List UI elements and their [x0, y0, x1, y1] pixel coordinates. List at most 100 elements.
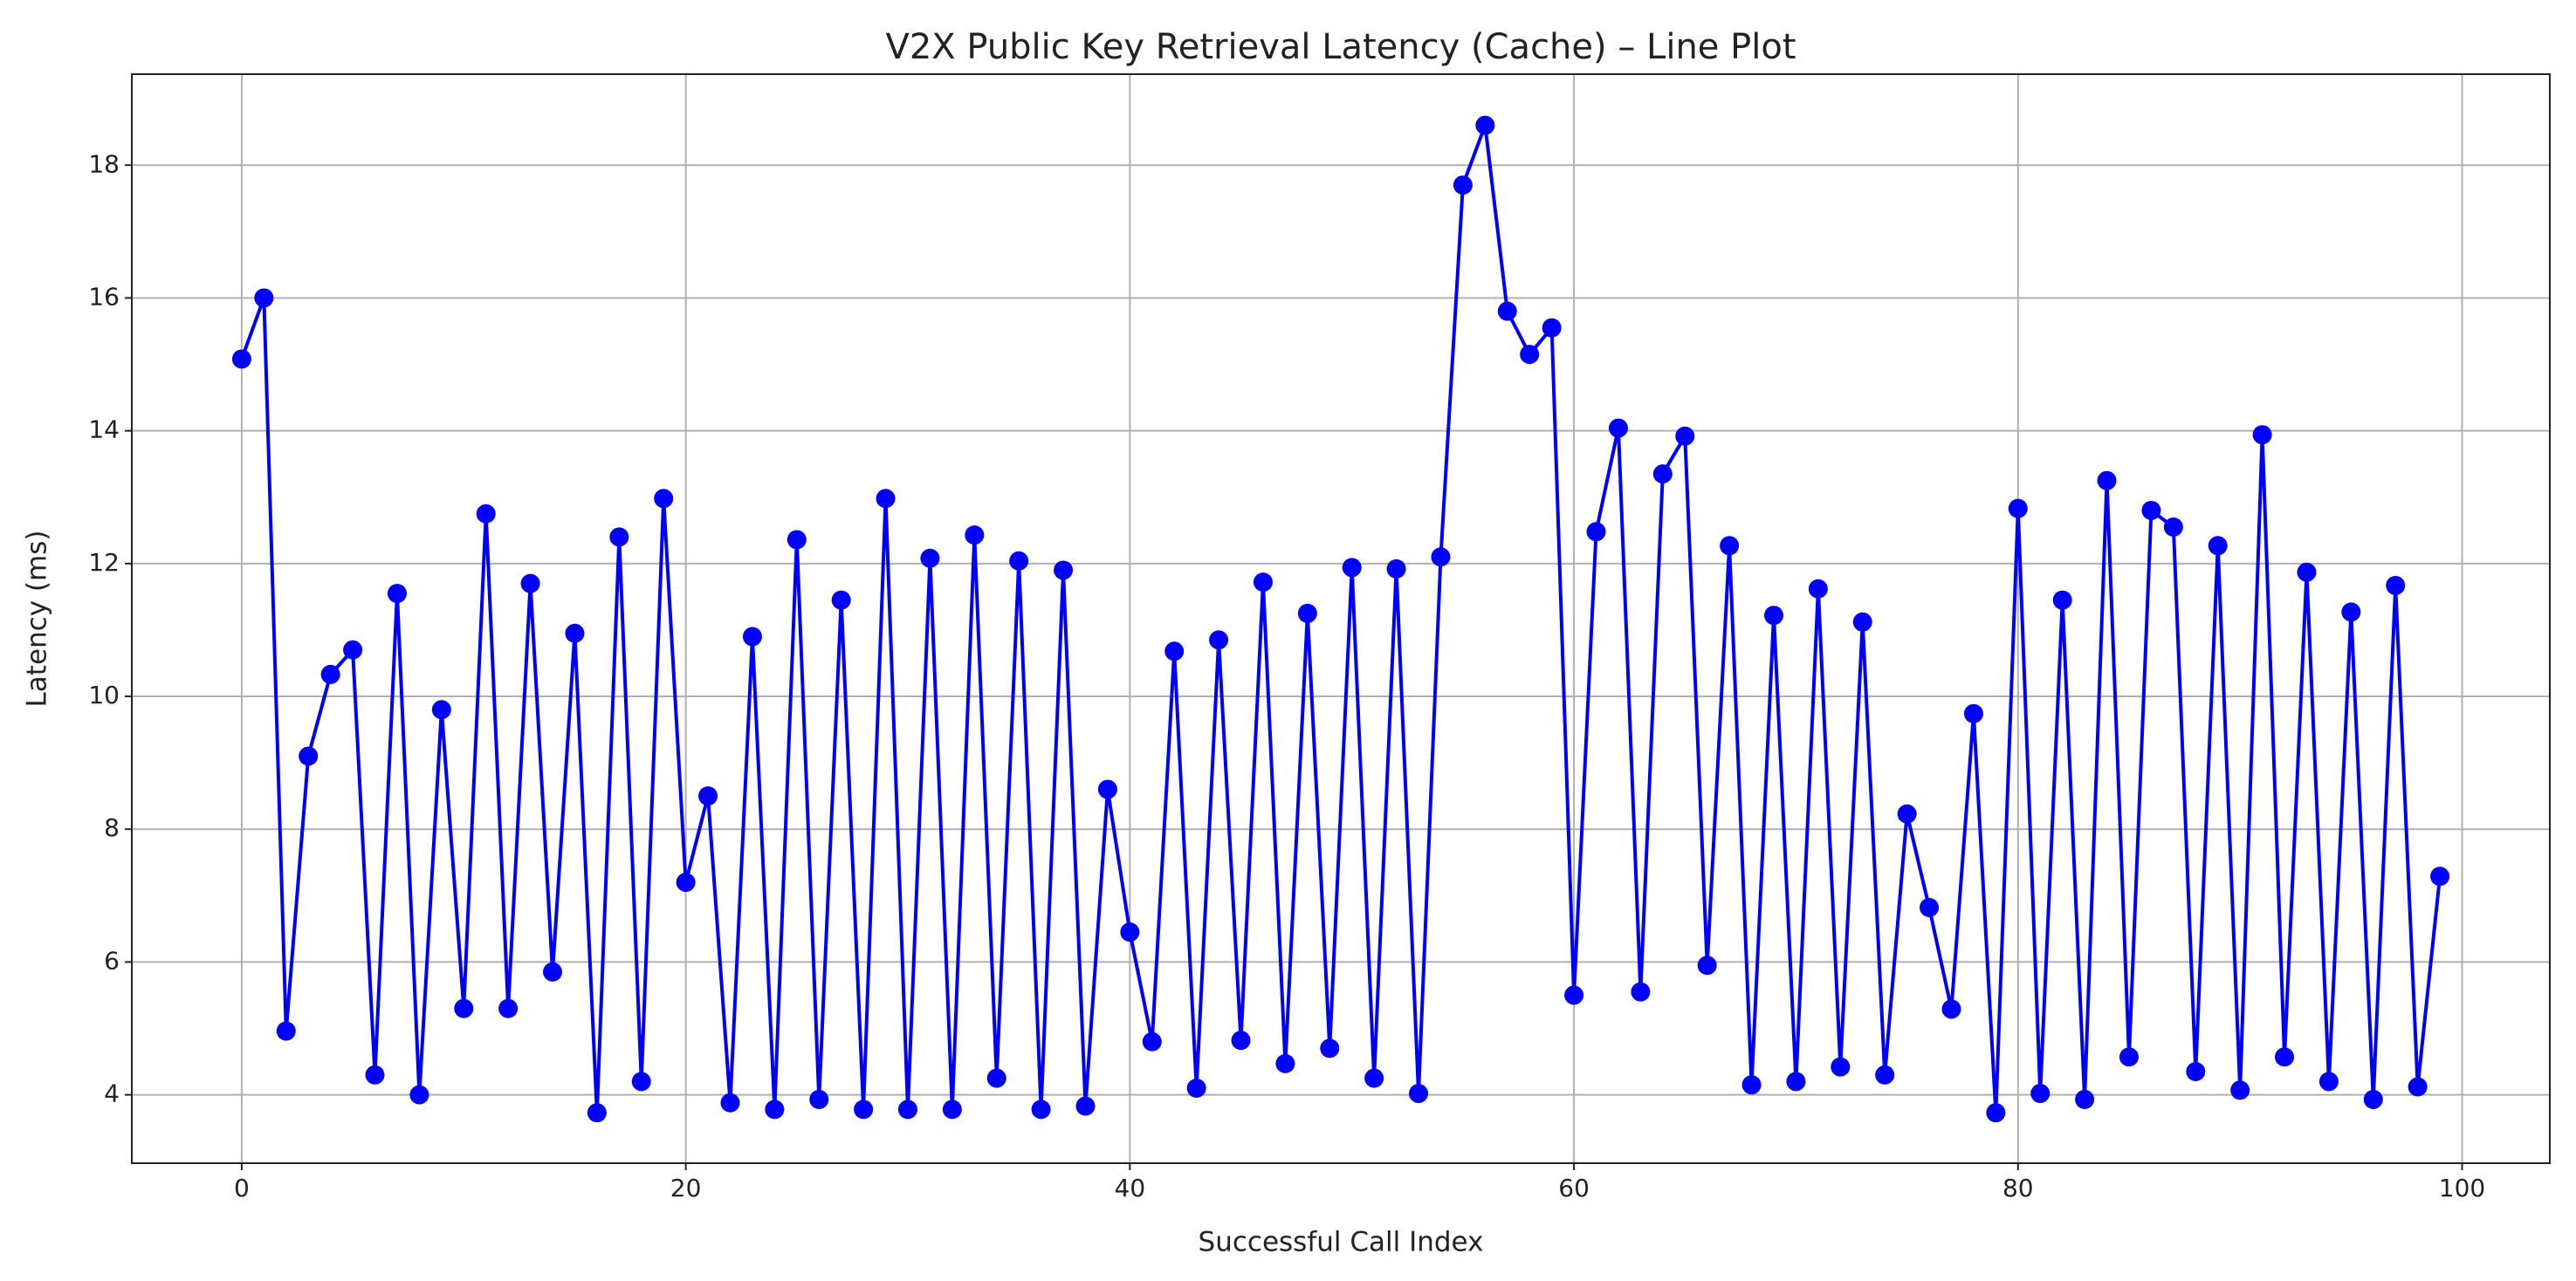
- data-point: [897, 1099, 917, 1120]
- data-point: [765, 1099, 785, 1120]
- data-point: [343, 640, 363, 660]
- data-point: [1186, 1079, 1206, 1099]
- data-point: [986, 1068, 1006, 1088]
- data-point: [1097, 779, 1117, 799]
- data-point: [587, 1103, 607, 1123]
- chart-title: V2X Public Key Retrieval Latency (Cache)…: [885, 27, 1796, 67]
- y-tick-label: 12: [88, 548, 120, 577]
- data-point: [1741, 1075, 1762, 1095]
- data-point: [876, 489, 896, 509]
- data-point: [1542, 318, 1562, 338]
- y-tick-label: 10: [88, 681, 120, 709]
- data-point: [1631, 982, 1651, 1002]
- data-point: [2008, 498, 2028, 518]
- data-point: [276, 1021, 296, 1041]
- data-point: [543, 962, 563, 982]
- data-point: [299, 746, 319, 766]
- data-point: [1364, 1068, 1384, 1088]
- data-point: [2052, 590, 2072, 610]
- y-tick-label: 4: [104, 1079, 120, 1108]
- data-point: [1409, 1084, 1429, 1104]
- data-point: [1941, 999, 1961, 1019]
- data-point: [676, 873, 696, 893]
- x-tick-label: 80: [2002, 1174, 2034, 1202]
- data-point: [2141, 500, 2161, 520]
- data-point: [520, 573, 540, 593]
- data-point: [1808, 579, 1828, 599]
- data-point: [2275, 1047, 2295, 1067]
- data-point: [1786, 1072, 1806, 1092]
- data-point: [231, 349, 251, 369]
- data-point: [2119, 1047, 2139, 1067]
- data-point: [1031, 1099, 1051, 1120]
- y-tick-label: 14: [88, 415, 120, 444]
- data-point: [720, 1093, 740, 1113]
- data-point: [2318, 1072, 2339, 1092]
- data-point: [1875, 1065, 1895, 1085]
- data-point: [2430, 867, 2450, 887]
- data-point: [1164, 641, 1185, 661]
- data-point: [2230, 1080, 2250, 1100]
- data-point: [454, 998, 474, 1018]
- data-point: [1564, 985, 1584, 1005]
- data-point: [920, 548, 940, 568]
- y-tick-label: 18: [88, 149, 120, 178]
- x-tick-label: 100: [2439, 1174, 2485, 1202]
- x-axis-label: Successful Call Index: [1199, 1227, 1484, 1258]
- data-point: [1209, 630, 1229, 650]
- data-point: [654, 489, 674, 509]
- data-point: [1831, 1057, 1851, 1077]
- x-tick-label: 60: [1558, 1174, 1590, 1202]
- data-point: [2386, 575, 2406, 595]
- data-point: [1897, 804, 1917, 824]
- data-point: [320, 664, 340, 684]
- data-point: [498, 998, 519, 1018]
- data-point: [1231, 1031, 1251, 1051]
- data-point: [1431, 547, 1451, 567]
- data-point: [742, 627, 762, 647]
- data-point: [787, 530, 807, 550]
- data-line: [240, 124, 2442, 1113]
- data-point: [942, 1099, 962, 1120]
- data-point: [254, 288, 274, 308]
- data-point: [2030, 1084, 2050, 1104]
- data-point: [1075, 1096, 1096, 1116]
- data-point: [2097, 470, 2117, 490]
- data-point: [476, 503, 496, 524]
- data-point: [365, 1065, 385, 1085]
- data-point: [1054, 560, 1074, 580]
- x-tick-label: 0: [234, 1174, 250, 1202]
- data-point: [2163, 517, 2183, 537]
- data-point: [565, 623, 585, 643]
- data-point: [1342, 558, 1362, 578]
- x-tick-label: 40: [1115, 1174, 1146, 1202]
- data-point: [2186, 1061, 2206, 1081]
- data-point: [1586, 522, 1606, 542]
- data-point: [1320, 1038, 1340, 1058]
- data-point: [698, 786, 718, 806]
- data-point: [1608, 418, 1628, 438]
- data-point: [1120, 922, 1140, 942]
- data-point: [831, 590, 851, 610]
- data-point: [1142, 1031, 1162, 1052]
- data-point: [1453, 175, 1473, 195]
- data-point: [631, 1072, 651, 1092]
- y-tick-label: 8: [104, 813, 120, 842]
- data-point: [2208, 536, 2228, 556]
- y-axis-label: Latency (ms): [22, 531, 53, 708]
- data-point: [1475, 115, 1495, 135]
- data-point: [1675, 426, 1695, 446]
- data-point: [1963, 703, 1983, 723]
- data-point: [1253, 572, 1273, 593]
- data-point: [1275, 1053, 1295, 1073]
- data-point: [1986, 1103, 2006, 1123]
- data-point: [609, 527, 629, 547]
- data-point: [1520, 345, 1540, 365]
- data-point: [965, 525, 985, 545]
- data-point: [1297, 603, 1317, 623]
- y-tick-label: 6: [104, 946, 120, 975]
- data-point: [431, 700, 451, 720]
- data-point: [2252, 425, 2272, 445]
- x-tick-label: 20: [670, 1174, 702, 1202]
